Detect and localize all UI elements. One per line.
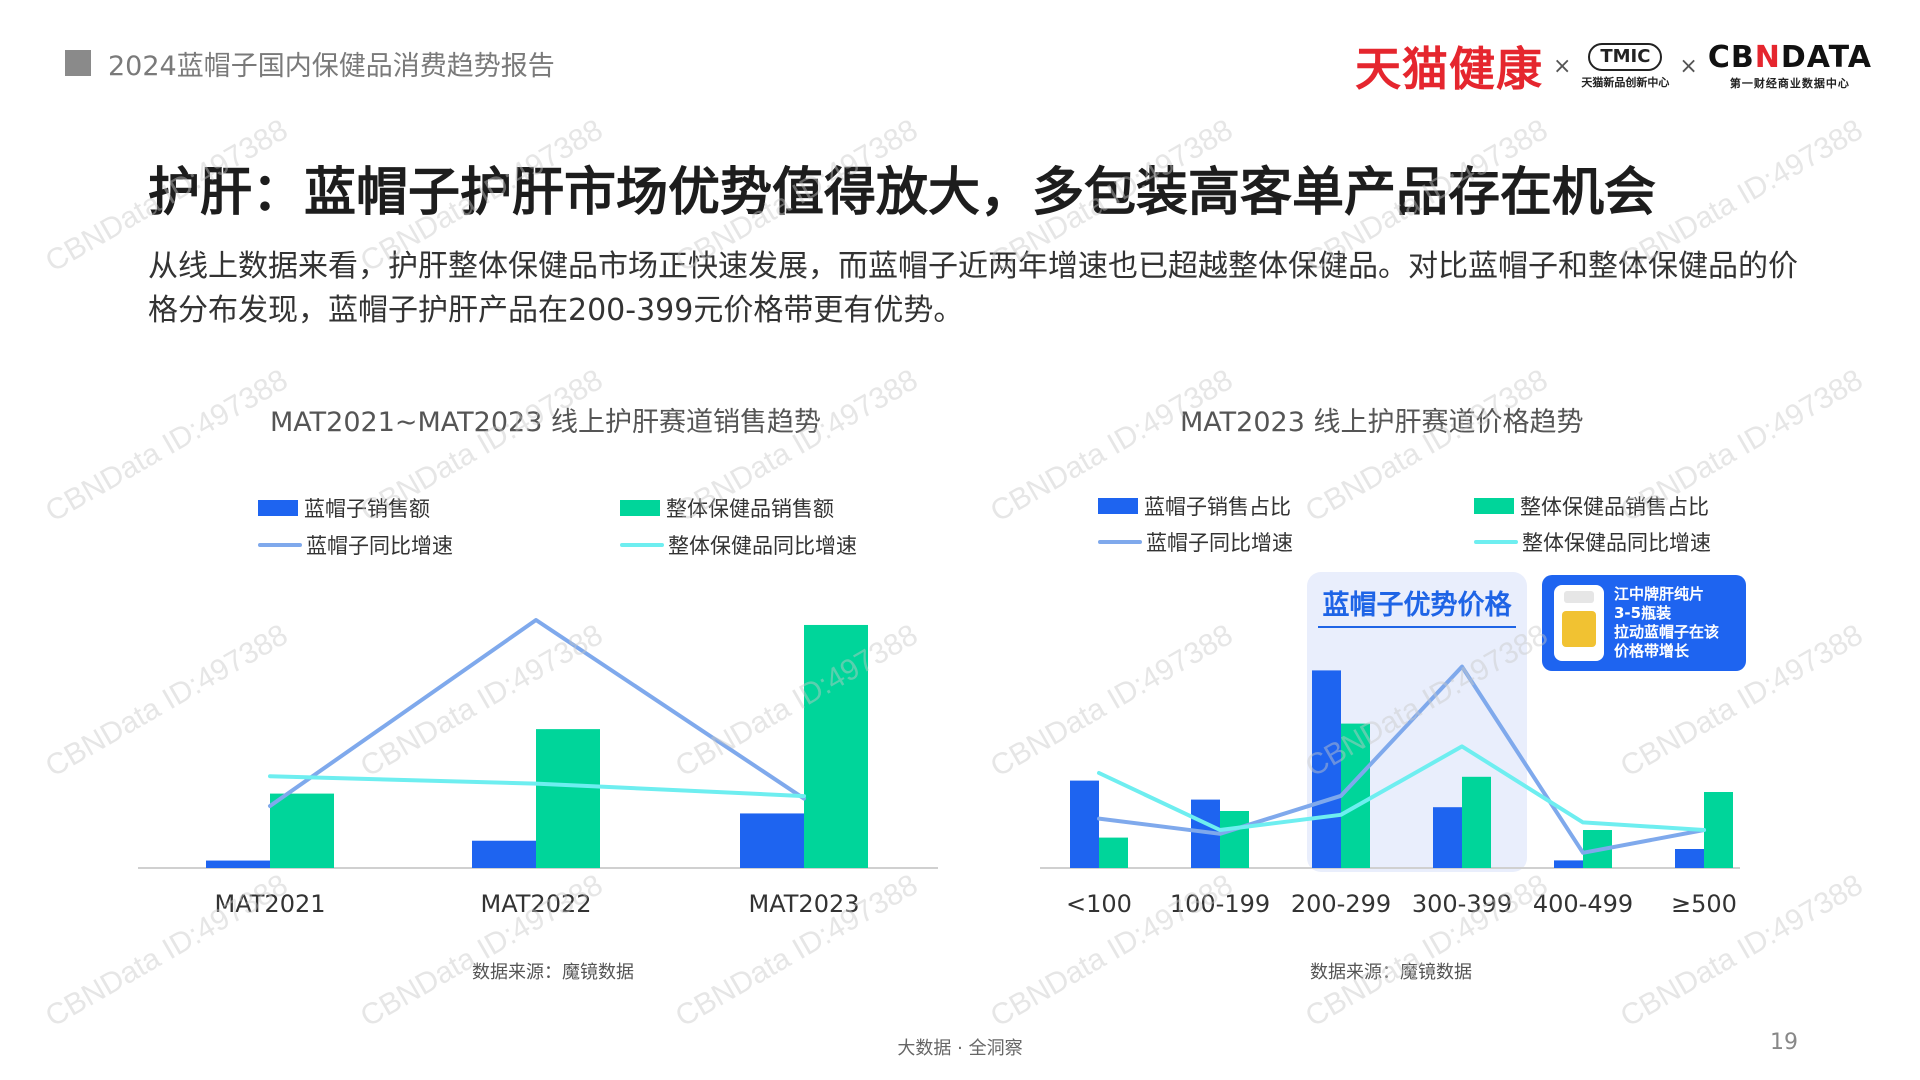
cbndata-logo: CBNDATA 第一财经商业数据中心 (1708, 41, 1872, 91)
bar-bluecap (1312, 670, 1341, 868)
legend-swatch (258, 543, 302, 547)
bar-overall (270, 793, 334, 868)
x-tick-label: ≥500 (1671, 890, 1737, 918)
legend-item: 蓝帽子同比增速 (258, 530, 453, 560)
line-overall-growth (1097, 744, 1706, 832)
bar-overall (1341, 723, 1370, 868)
bar-bluecap (1070, 780, 1099, 868)
legend-label: 整体保健品同比增速 (1522, 531, 1711, 555)
bar-overall (536, 729, 600, 868)
product-callout: 江中牌肝纯片 3-5瓶装 拉动蓝帽子在该 价格带增长 (1542, 575, 1746, 671)
data-source-left: 数据来源：魔镜数据 (472, 962, 634, 983)
report-title: 2024蓝帽子国内保健品消费趋势报告 (108, 51, 555, 82)
tmic-logo: TMIC 天猫新品创新中心 (1581, 42, 1670, 90)
bar-bluecap (472, 840, 536, 868)
x-tick-label: 300-399 (1411, 890, 1513, 918)
bar-bluecap (206, 860, 270, 868)
legend-swatch (620, 543, 664, 547)
cbn-logo-part-b: DATA (1780, 40, 1872, 75)
callout-line: 拉动蓝帽子在该 (1614, 623, 1720, 641)
bar-bluecap (1554, 860, 1583, 868)
bar-bluecap (1433, 807, 1462, 868)
line-bluecap-growth (268, 618, 806, 808)
legend-item: 整体保健品销售额 (620, 493, 834, 523)
line-overall-growth (268, 774, 806, 799)
bar-overall (1099, 837, 1128, 868)
bar-overall (804, 624, 868, 868)
legend-label: 蓝帽子销售占比 (1144, 495, 1291, 519)
legend-item: 整体保健品同比增速 (620, 530, 857, 560)
bar-overall (1462, 776, 1491, 868)
x-tick-label: 100-199 (1169, 890, 1271, 918)
partner-logos: 天猫健康 × TMIC 天猫新品创新中心 × CBNDATA 第一财经商业数据中… (1354, 36, 1872, 97)
cbndata-subtitle: 第一财经商业数据中心 (1729, 77, 1850, 90)
tmic-subtitle: 天猫新品创新中心 (1581, 75, 1670, 89)
advantage-price-label: 蓝帽子优势价格 (1318, 583, 1516, 628)
legend-label: 整体保健品销售额 (666, 497, 834, 521)
bar-bluecap (1675, 849, 1704, 868)
page-number: 19 (1770, 1030, 1798, 1055)
legend-swatch (1474, 498, 1514, 514)
footer-tagline: 大数据 · 全洞察 (897, 1038, 1023, 1059)
legend-label: 整体保健品销售占比 (1520, 495, 1709, 519)
x-tick-label: 200-299 (1290, 890, 1392, 918)
bar-overall (1704, 792, 1733, 868)
callout-line: 江中牌肝纯片 (1614, 585, 1705, 603)
data-source-right: 数据来源：魔镜数据 (1310, 962, 1472, 983)
x-tick-label: <100 (1066, 890, 1132, 918)
legend-label: 蓝帽子同比增速 (306, 534, 453, 558)
legend-item: 蓝帽子销售额 (258, 493, 430, 523)
x-tick-label: MAT2023 (748, 890, 860, 918)
line-bluecap-growth (1097, 664, 1706, 855)
x-tick-label: MAT2021 (214, 890, 326, 918)
x-tick-label: MAT2022 (480, 890, 592, 918)
legend-swatch (620, 500, 660, 516)
legend-swatch (258, 500, 298, 516)
legend-label: 蓝帽子销售额 (304, 497, 430, 521)
product-bottle-icon (1554, 585, 1604, 661)
bar-overall (1220, 811, 1249, 868)
logo-separator: × (1552, 53, 1572, 79)
legend-swatch (1098, 498, 1138, 514)
chart-title-price-trend: MAT2023 线上护肝赛道价格趋势 (1180, 407, 1584, 438)
chart-title-sales-trend: MAT2021~MAT2023 线上护肝赛道销售趋势 (270, 407, 821, 438)
logo-separator: × (1679, 53, 1698, 79)
callout-text: 江中牌肝纯片 3-5瓶装 拉动蓝帽子在该 价格带增长 (1614, 585, 1740, 661)
legend-item: 整体保健品销售占比 (1474, 491, 1709, 521)
description-text: 从线上数据来看，护肝整体保健品市场正快速发展，而蓝帽子近两年增速也已超越整体保健… (148, 249, 1798, 328)
cbn-logo-part-n: N (1754, 40, 1781, 75)
legend-item: 整体保健品同比增速 (1474, 527, 1711, 557)
page-title: 护肝：蓝帽子护肝市场优势值得放大，多包装高客单产品存在机会 (148, 163, 1657, 223)
callout-line: 3-5瓶装 (1614, 604, 1672, 622)
legend-swatch (1098, 540, 1142, 544)
tmic-badge: TMIC (1588, 42, 1663, 71)
legend-item: 蓝帽子销售占比 (1098, 491, 1291, 521)
bar-bluecap (740, 813, 804, 868)
header-square-icon (65, 50, 91, 76)
legend-label: 蓝帽子同比增速 (1146, 531, 1293, 555)
legend-item: 蓝帽子同比增速 (1098, 527, 1293, 557)
tmall-health-logo: 天猫健康 (1354, 42, 1543, 96)
cbn-logo-part-a: CB (1707, 40, 1755, 75)
legend-swatch (1474, 540, 1518, 544)
legend-label: 整体保健品同比增速 (668, 534, 857, 558)
x-tick-label: 400-499 (1532, 890, 1634, 918)
callout-line: 价格带增长 (1614, 642, 1690, 660)
